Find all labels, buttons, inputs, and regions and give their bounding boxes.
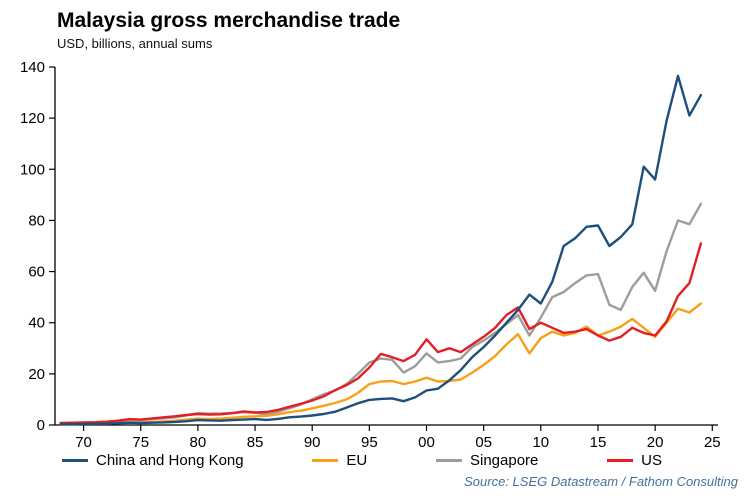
x-tick-label: 00 bbox=[418, 434, 435, 451]
y-tick-label: 80 bbox=[28, 212, 45, 229]
x-tick-label: 05 bbox=[475, 434, 492, 451]
legend-item-us: US bbox=[607, 452, 662, 469]
legend-label-us: US bbox=[641, 452, 662, 469]
y-tick-label: 20 bbox=[28, 366, 45, 383]
legend-swatch-0 bbox=[62, 459, 88, 462]
y-tick-label: 40 bbox=[28, 315, 45, 332]
legend-swatch-3 bbox=[607, 459, 634, 462]
x-tick-label: 90 bbox=[304, 434, 321, 451]
x-tick-label: 85 bbox=[247, 434, 264, 451]
x-tick-label: 20 bbox=[647, 434, 664, 451]
legend-label-china-hk: China and Hong Kong bbox=[96, 452, 244, 469]
series-line-0 bbox=[59, 74, 703, 426]
y-tick-label: 120 bbox=[20, 110, 45, 127]
series-line-3 bbox=[59, 242, 703, 425]
chart-title: Malaysia gross merchandise trade bbox=[57, 9, 401, 32]
x-tick-label: 95 bbox=[361, 434, 378, 451]
y-tick-label: 100 bbox=[20, 161, 45, 178]
legend-item-singapore: Singapore bbox=[436, 452, 538, 469]
chart-canvas: 0 20 40 60 80 100 120 140 70 75 80 85 90 95 00 05 10 15 20… bbox=[20, 59, 721, 451]
legend-label-eu: EU bbox=[346, 452, 368, 469]
x-tick-label: 10 bbox=[532, 434, 549, 451]
legend-swatch-1 bbox=[312, 459, 339, 462]
x-tick-label: 75 bbox=[132, 434, 149, 451]
legend-item-china-hk: China and Hong Kong bbox=[62, 452, 244, 469]
y-tick-label: 0 bbox=[37, 417, 45, 434]
x-tick-label: 25 bbox=[704, 434, 721, 451]
x-tick-label: 80 bbox=[190, 434, 207, 451]
chart-subtitle: USD, billions, annual sums bbox=[57, 36, 213, 51]
legend-swatch-2 bbox=[436, 459, 462, 462]
x-tick-label: 70 bbox=[75, 434, 92, 451]
chart-legend: China and Hong Kong EU Singapore US bbox=[0, 452, 750, 469]
legend-label-singapore: Singapore bbox=[470, 452, 539, 469]
legend-item-eu: EU bbox=[312, 452, 367, 469]
y-tick-label: 60 bbox=[28, 264, 45, 281]
series-line-1 bbox=[59, 302, 703, 426]
x-tick-label: 15 bbox=[590, 434, 607, 451]
source-attribution: Source: LSEG Datastream / Fathom Consult… bbox=[464, 474, 738, 489]
y-tick-label: 140 bbox=[20, 59, 45, 76]
